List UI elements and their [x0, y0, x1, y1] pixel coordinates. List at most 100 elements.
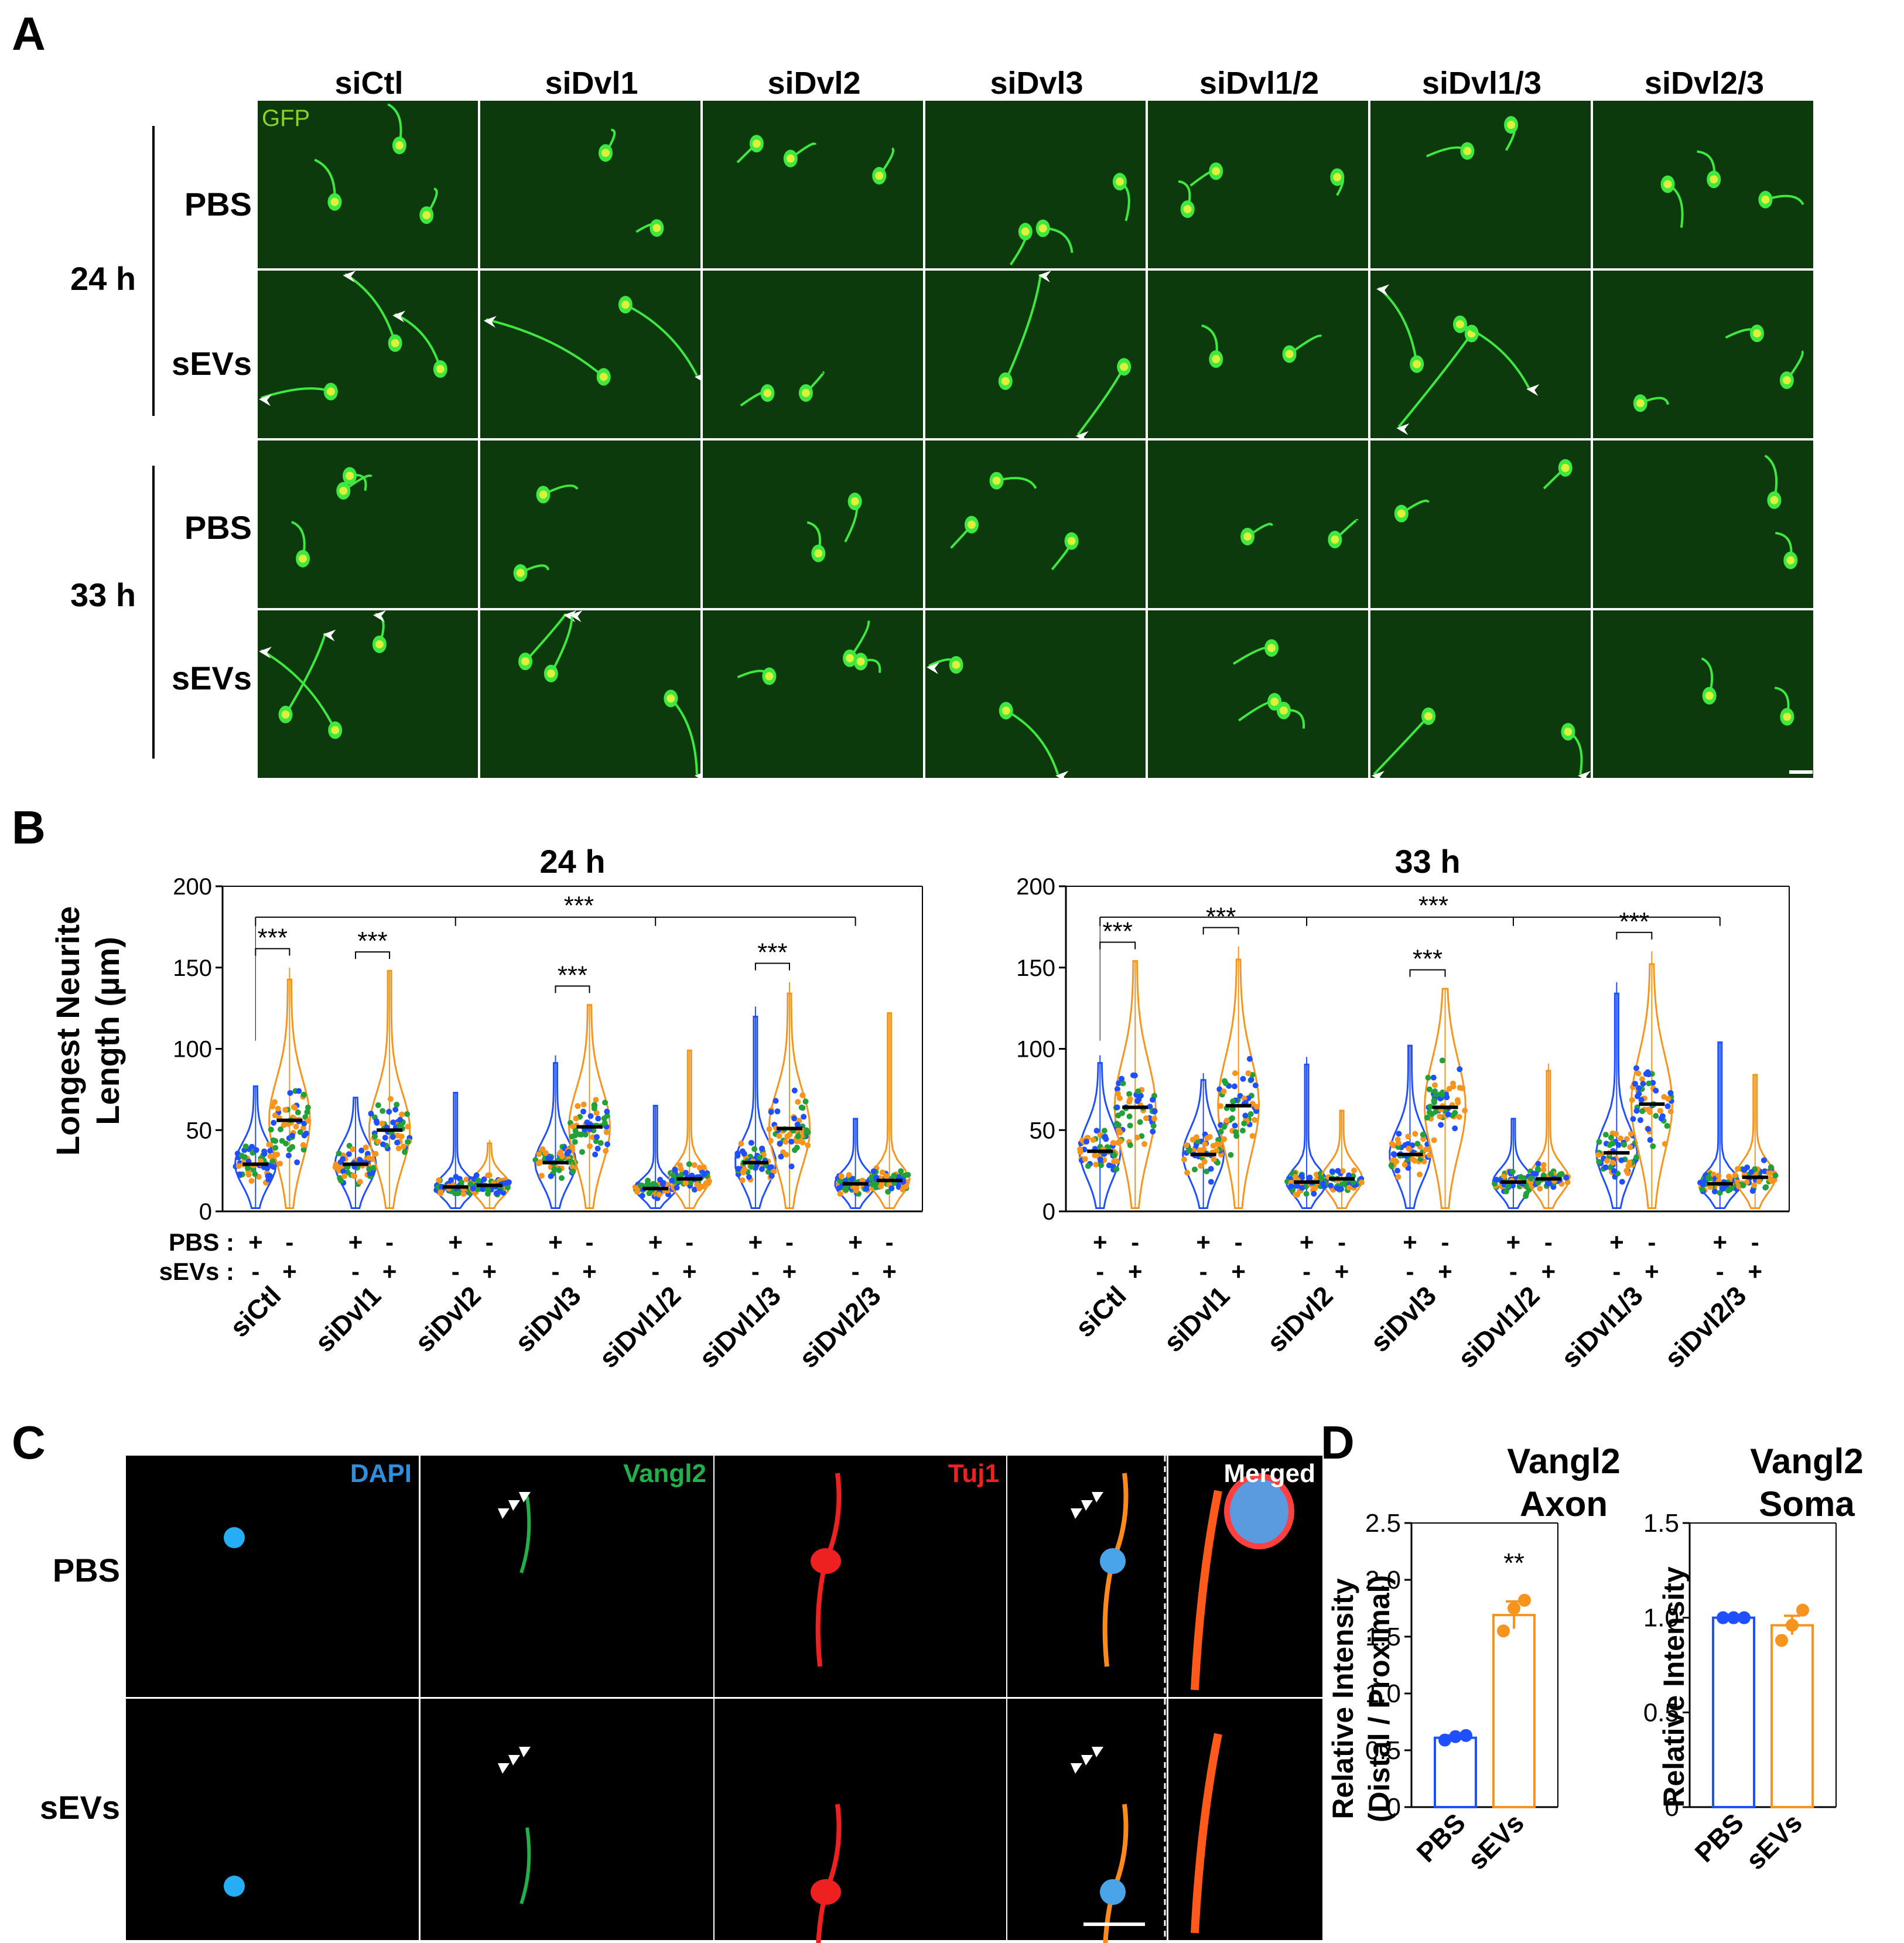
tile-background	[925, 440, 1146, 608]
data-point	[1082, 1156, 1088, 1162]
data-point	[765, 1169, 771, 1175]
tile-background	[703, 610, 923, 778]
data-point	[301, 1120, 307, 1126]
data-point	[587, 1113, 594, 1119]
data-point	[346, 1151, 352, 1157]
data-point	[1223, 1118, 1230, 1124]
micrograph-tile	[925, 440, 1146, 608]
data-point	[1204, 1168, 1210, 1174]
pbs-sign: +	[248, 1228, 263, 1256]
data-point	[1528, 1175, 1534, 1181]
bar	[1434, 1736, 1477, 1808]
data-point	[267, 1153, 274, 1160]
data-point	[380, 1141, 386, 1148]
cell-nucleus	[801, 388, 810, 397]
data-point	[392, 1107, 399, 1113]
data-point	[1548, 1170, 1554, 1177]
pbs-sign: -	[685, 1228, 693, 1256]
data-point	[1796, 1603, 1809, 1617]
data-point	[1093, 1162, 1099, 1168]
data-point	[253, 1147, 259, 1153]
data-point	[1412, 1131, 1418, 1137]
data-point	[1113, 1121, 1120, 1127]
data-point	[1665, 1095, 1671, 1102]
data-point	[787, 1131, 793, 1138]
data-point	[1505, 1183, 1512, 1189]
arrowhead-icon	[323, 629, 336, 641]
row-label-33h-sevs: sEVs	[172, 660, 252, 696]
data-point	[1312, 1185, 1318, 1191]
pbs-sign: -	[1235, 1228, 1243, 1256]
data-point	[1602, 1164, 1608, 1170]
neurite	[524, 613, 567, 663]
pbs-sign: +	[348, 1228, 363, 1256]
data-point	[1414, 1140, 1421, 1147]
cell-nucleus	[1212, 167, 1221, 176]
data-point	[1213, 1148, 1220, 1154]
neurite	[1004, 274, 1042, 382]
data-point	[794, 1121, 801, 1128]
data-point	[1120, 1080, 1126, 1087]
data-point	[1077, 1149, 1083, 1155]
micrograph-tile	[258, 610, 478, 778]
cell-nucleus	[539, 490, 548, 499]
data-point	[758, 1166, 765, 1172]
merged-nucleus	[1100, 1879, 1126, 1905]
data-point	[275, 1105, 281, 1112]
neurite	[669, 697, 698, 775]
data-point	[1720, 1186, 1726, 1192]
y-tick-label: 0	[199, 1199, 212, 1225]
cell-nucleus	[1455, 320, 1464, 329]
data-point	[656, 1191, 662, 1198]
data-point	[399, 1111, 405, 1118]
dapi-nucleus	[224, 1527, 245, 1548]
cell-nucleus	[1413, 360, 1421, 368]
fluorescence-tile	[421, 1456, 713, 1697]
pbs-sign: +	[1506, 1228, 1521, 1256]
pbs-sign: -	[1544, 1228, 1553, 1256]
vangl2-signal	[519, 1827, 531, 1904]
data-point	[837, 1191, 843, 1197]
data-point	[1540, 1162, 1547, 1168]
data-point	[1431, 1097, 1437, 1104]
data-point	[1662, 1140, 1668, 1147]
data-point	[1705, 1176, 1712, 1182]
data-point	[1132, 1072, 1138, 1078]
data-point	[1630, 1116, 1636, 1122]
data-point	[595, 1115, 601, 1122]
data-point	[594, 1145, 601, 1152]
data-point	[1625, 1170, 1631, 1176]
fluorescence-tile	[126, 1699, 419, 1940]
data-point	[242, 1143, 249, 1150]
data-point	[592, 1151, 599, 1157]
data-point	[1230, 1098, 1236, 1105]
data-point	[1735, 1166, 1741, 1172]
data-point	[294, 1159, 300, 1166]
tile-background	[925, 610, 1146, 778]
data-point	[1633, 1108, 1640, 1114]
arrowhead-icon	[563, 610, 577, 622]
micrograph-tile	[1370, 440, 1591, 608]
data-point	[1439, 1057, 1445, 1064]
data-point	[582, 1131, 589, 1138]
bar	[1770, 1624, 1814, 1809]
data-point	[1085, 1163, 1091, 1169]
data-point	[1763, 1184, 1769, 1190]
y-tick-label: 50	[186, 1118, 213, 1143]
data-point	[437, 1189, 444, 1195]
data-point	[572, 1139, 578, 1145]
cell-nucleus	[856, 657, 865, 666]
tile-background	[258, 271, 478, 438]
merged-zoom-neurite	[1191, 1733, 1222, 1934]
data-point	[1756, 1178, 1762, 1184]
data-point	[357, 1157, 363, 1163]
data-point	[1113, 1166, 1120, 1172]
data-point	[648, 1182, 654, 1189]
data-point	[1126, 1091, 1133, 1097]
data-point	[689, 1172, 695, 1179]
cell-nucleus	[1279, 706, 1288, 715]
cell-nucleus	[391, 339, 399, 347]
x-category-label: sEVs	[1462, 1807, 1530, 1875]
data-point	[248, 1178, 255, 1184]
